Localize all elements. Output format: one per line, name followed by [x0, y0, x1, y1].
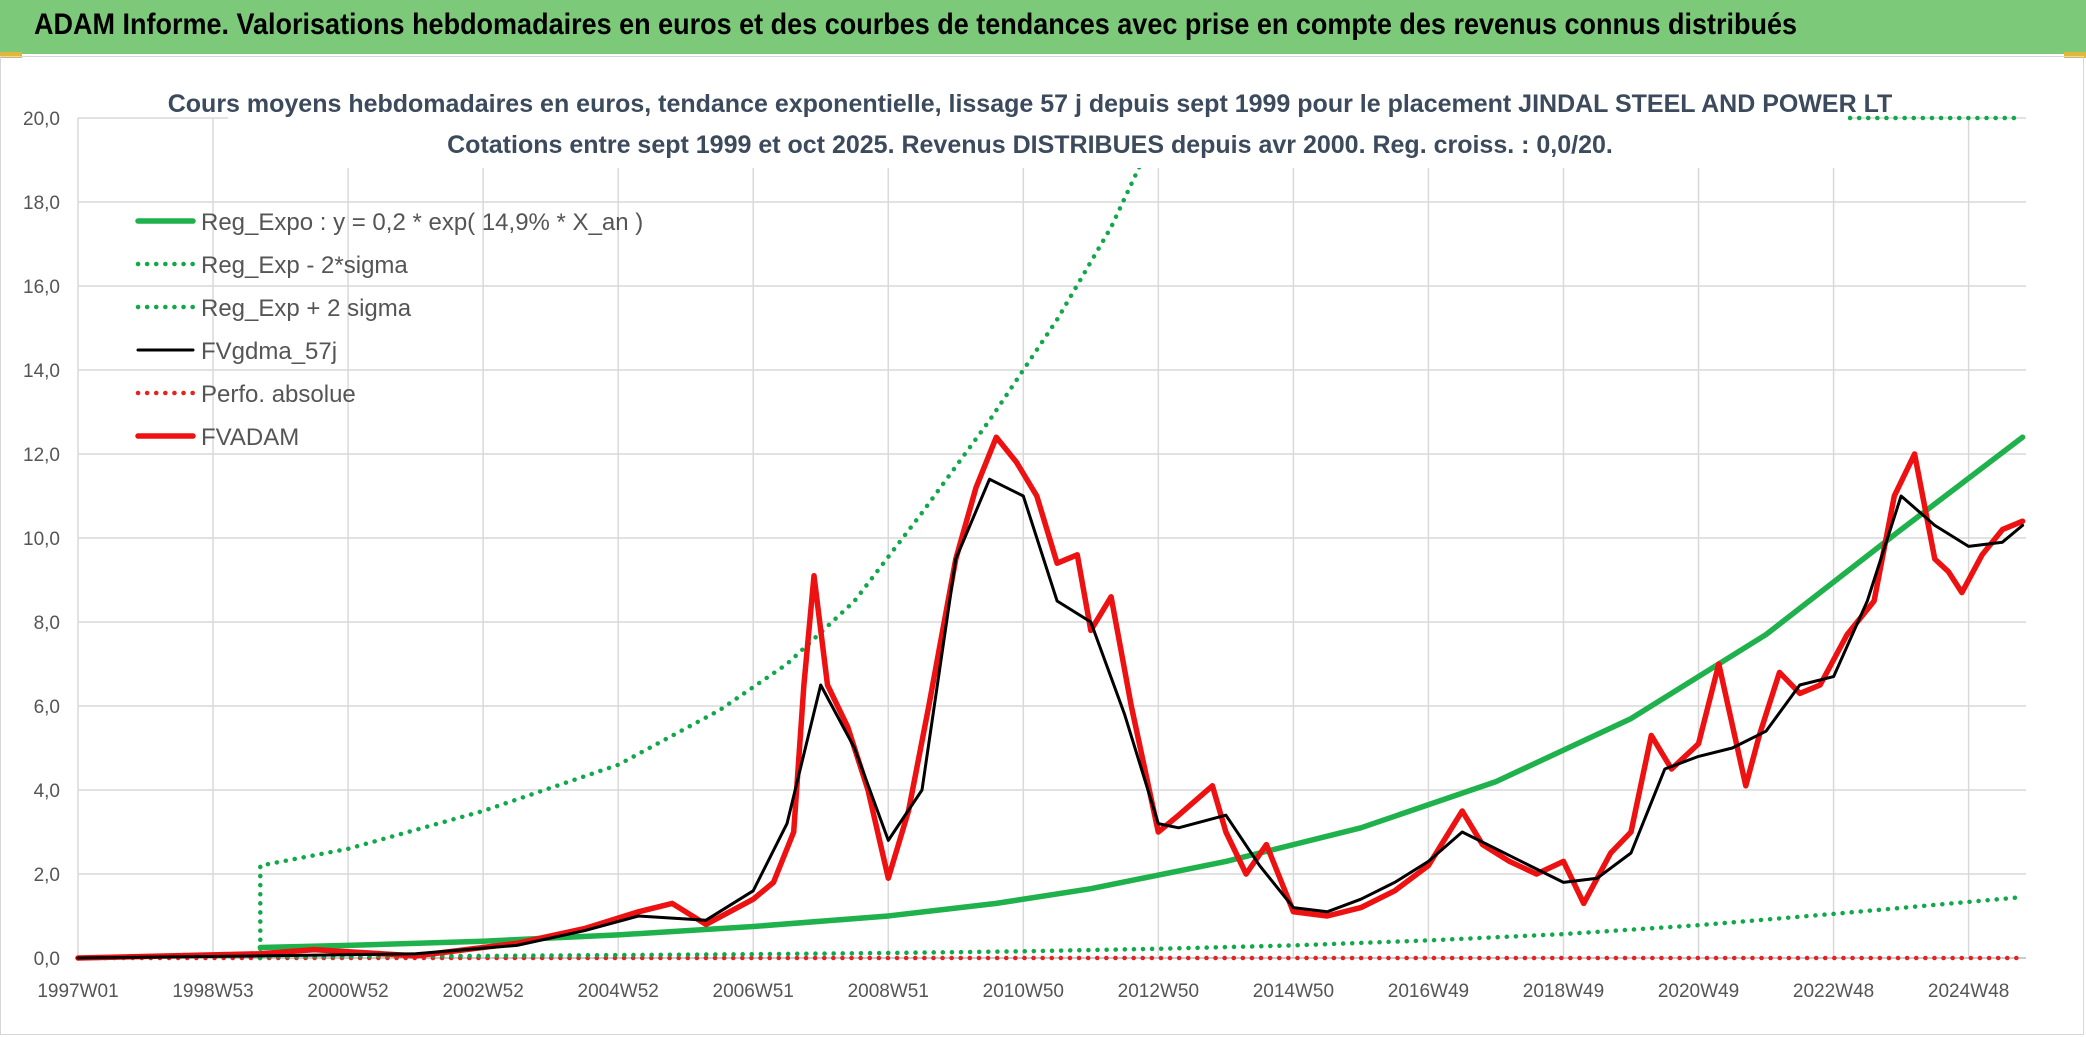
series-fvadam: [75, 434, 2026, 961]
legend-label: Reg_Expo : y = 0,2 * exp( 14,9% * X_an ): [201, 209, 643, 236]
x-tick-label: 2018W49: [1523, 981, 1604, 1002]
y-axis-ticks: 0,0 2,0 4,0 6,0 8,0 10,0 12,0 14,0 16,0 18,0 20,0: [23, 109, 60, 970]
corner-accent-right: [2064, 52, 2086, 58]
x-tick-label: 2006W51: [713, 981, 794, 1002]
legend-label: Reg_Exp - 2*sigma: [201, 252, 408, 279]
x-tick-label: 1998W53: [172, 981, 253, 1002]
chart-subtitle: Cotations entre sept 1999 et oct 2025. R…: [447, 131, 1613, 159]
y-tick-label: 10,0: [23, 529, 60, 550]
title-background: [228, 86, 1848, 168]
x-tick-label: 2022W48: [1793, 981, 1874, 1002]
legend-label: Perfo. absolue: [201, 381, 356, 408]
y-tick-label: 16,0: [23, 277, 60, 298]
y-tick-label: 8,0: [34, 613, 60, 634]
page-title: ADAM Informe. Valorisations hebdomadaire…: [34, 8, 1798, 41]
series-reg-exp-plus-2-sigma: [258, 124, 1161, 961]
x-tick-label: 2012W50: [1118, 981, 1199, 1002]
chart-frame: [0, 56, 2084, 1035]
x-tick-label: 1997W01: [37, 981, 118, 1002]
legend-label: FVADAM: [201, 424, 299, 451]
series-reg-expo: [257, 434, 2026, 951]
x-tick-label: 2008W51: [848, 981, 929, 1002]
x-tick-label: 2016W49: [1388, 981, 1469, 1002]
x-tick-label: 2000W52: [307, 981, 388, 1002]
chart-titles: Cours moyens hebdomadaires en euros, ten…: [168, 86, 1893, 168]
x-axis-ticks: 1997W01 1998W53 2000W52 2002W52 2004W52 2006W…: [37, 981, 2009, 1002]
y-tick-label: 2,0: [34, 865, 60, 886]
series-fvgdma-57j: [76, 477, 2025, 960]
x-tick-label: 2004W52: [578, 981, 659, 1002]
chart-series: [75, 115, 2026, 961]
y-tick-label: 12,0: [23, 445, 60, 466]
header-banner: ADAM Informe. Valorisations hebdomadaire…: [0, 0, 2086, 54]
y-tick-label: 6,0: [34, 697, 60, 718]
x-tick-label: 2002W52: [442, 981, 523, 1002]
x-tick-label: 2020W49: [1658, 981, 1739, 1002]
y-tick-label: 0,0: [34, 949, 60, 970]
y-tick-label: 20,0: [23, 109, 60, 130]
legend-label: Reg_Exp + 2 sigma: [201, 295, 412, 322]
x-tick-label: 2010W50: [983, 981, 1064, 1002]
x-tick-label: 2014W50: [1253, 981, 1334, 1002]
chart-legend: Reg_Expo : y = 0,2 * exp( 14,9% * X_an )…: [135, 209, 643, 451]
x-tick-label: 2024W48: [1928, 981, 2009, 1002]
y-tick-label: 14,0: [23, 361, 60, 382]
legend-label: FVgdma_57j: [201, 338, 337, 365]
chart-title: Cours moyens hebdomadaires en euros, ten…: [168, 90, 1893, 118]
corner-accent-left: [0, 52, 22, 58]
y-tick-label: 18,0: [23, 193, 60, 214]
series-reg-exp-minus-2-sigma: [258, 894, 2025, 959]
y-tick-label: 4,0: [34, 781, 60, 802]
